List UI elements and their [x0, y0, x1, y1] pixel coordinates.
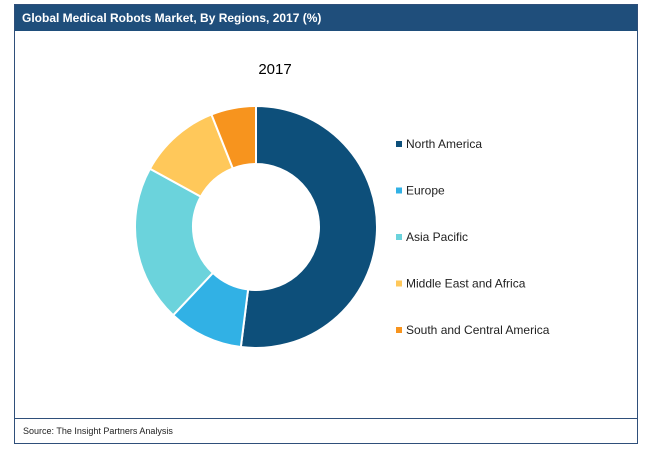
slice-north-america — [239, 104, 378, 349]
legend: North America Europe Asia Pacific Middle Ea… — [396, 137, 550, 337]
legend-swatch — [396, 234, 402, 240]
chart-frame: Global Medical Robots Market, By Regions… — [14, 4, 638, 444]
donut-slices — [134, 104, 378, 349]
legend-label: Asia Pacific — [406, 230, 468, 244]
legend-swatch — [396, 187, 402, 194]
legend-label: Europe — [406, 184, 445, 198]
legend-swatch — [396, 280, 402, 287]
chart-title: 2017 — [258, 61, 291, 78]
slice-south-and-central-america — [210, 104, 257, 170]
legend-swatch — [396, 327, 402, 333]
legend-swatch — [396, 141, 402, 147]
legend-label: North America — [406, 137, 482, 151]
legend-label: Middle East and Africa — [406, 277, 526, 291]
slice-asia-pacific — [134, 167, 215, 317]
source-note: Source: The Insight Partners Analysis — [15, 418, 637, 443]
chart-header: Global Medical Robots Market, By Regions… — [15, 5, 637, 31]
legend-label: South and Central America — [406, 323, 550, 337]
donut-chart: 2017 North America Europe Asia Pacific Midd… — [134, 61, 550, 349]
